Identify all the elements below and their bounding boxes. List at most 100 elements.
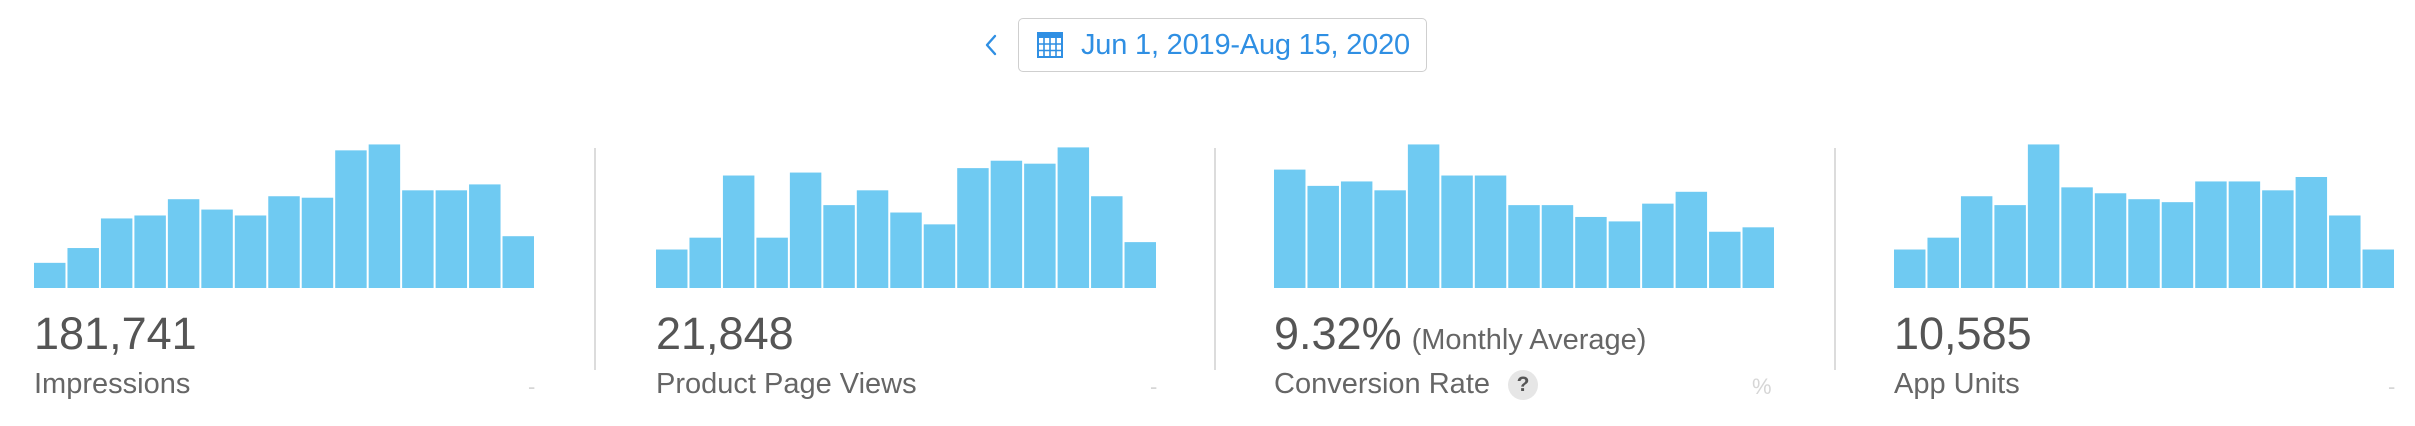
chart-bar[interactable] xyxy=(335,150,367,288)
conversion-rate-panel[interactable]: 9.32% (Monthly Average) Conversion Rate ?… xyxy=(1274,140,1834,426)
chart-bar[interactable] xyxy=(1927,237,1959,288)
impressions-value: 181,741 xyxy=(34,308,197,359)
chart-bar[interactable] xyxy=(2027,144,2060,288)
date-toolbar: Jun 1, 2019-Aug 15, 2020 xyxy=(0,16,2415,74)
calendar-icon xyxy=(1037,32,1063,58)
chart-bar[interactable] xyxy=(167,199,200,288)
chart-bar[interactable] xyxy=(234,215,267,288)
chart-bar[interactable] xyxy=(1675,191,1708,288)
chart-bar[interactable] xyxy=(2295,177,2328,288)
chart-bar[interactable] xyxy=(1608,221,1641,288)
chart-bar[interactable] xyxy=(1407,144,1440,288)
app-units-panel[interactable]: 10,585 App Units - xyxy=(1894,140,2415,426)
chart-bar[interactable] xyxy=(990,160,1023,288)
chart-bar[interactable] xyxy=(722,175,755,288)
panel-divider xyxy=(1214,148,1216,370)
conversion-rate-unit: % xyxy=(1752,374,1772,399)
chart-bar[interactable] xyxy=(1994,205,2026,288)
metric-value-row: 181,741 xyxy=(34,308,197,360)
chart-bar[interactable] xyxy=(1091,196,1123,288)
chart-bar[interactable] xyxy=(1374,190,1406,288)
chart-bar[interactable] xyxy=(100,218,133,288)
chart-bar[interactable] xyxy=(1508,205,1540,288)
chart-bar[interactable] xyxy=(656,249,688,288)
impressions-chart xyxy=(34,144,534,288)
chart-bar[interactable] xyxy=(1124,242,1156,288)
metric-value-row: 21,848 xyxy=(656,308,794,360)
chart-bar[interactable] xyxy=(1642,203,1674,288)
impressions-label: Impressions xyxy=(34,368,190,401)
product-page-views-panel[interactable]: 21,848 Product Page Views - xyxy=(656,140,1216,426)
chart-bar[interactable] xyxy=(2161,202,2194,288)
chart-bar[interactable] xyxy=(856,190,889,288)
product-page-views-label: Product Page Views xyxy=(656,368,917,401)
chart-bar[interactable] xyxy=(502,236,534,288)
conversion-rate-value: 9.32% xyxy=(1274,308,1402,359)
chart-bar[interactable] xyxy=(402,190,434,288)
app-units-chart xyxy=(1894,144,2394,288)
date-range-button[interactable]: Jun 1, 2019-Aug 15, 2020 xyxy=(1018,18,1427,72)
chart-bar[interactable] xyxy=(1742,227,1774,288)
chart-bar[interactable] xyxy=(1541,205,1574,288)
metrics-panels: 181,741 Impressions - 21,848 Product Pag… xyxy=(0,140,2415,426)
date-range-label: Jun 1, 2019-Aug 15, 2020 xyxy=(1081,28,1410,61)
chart-bar[interactable] xyxy=(469,184,501,288)
app-units-label-text: App Units xyxy=(1894,368,2020,400)
chart-bar[interactable] xyxy=(1441,175,1473,288)
chevron-left-icon xyxy=(985,34,997,56)
chart-bar[interactable] xyxy=(134,215,166,288)
conversion-rate-chart xyxy=(1274,144,1774,288)
chart-bar[interactable] xyxy=(201,209,233,288)
chart-bar[interactable] xyxy=(268,196,300,288)
help-button[interactable]: ? xyxy=(1508,369,1538,400)
chart-bar[interactable] xyxy=(67,248,99,288)
chart-bar[interactable] xyxy=(1340,181,1373,288)
panel-divider xyxy=(1834,148,1836,370)
chart-bar[interactable] xyxy=(890,212,922,288)
chart-bar[interactable] xyxy=(2228,181,2261,288)
conversion-rate-label-text: Conversion Rate xyxy=(1274,368,1490,400)
chart-bar[interactable] xyxy=(2094,193,2127,288)
chart-bar[interactable] xyxy=(2128,199,2160,288)
chart-bar[interactable] xyxy=(2061,187,2093,288)
chart-bar[interactable] xyxy=(1307,185,1339,288)
impressions-unit: - xyxy=(528,374,536,399)
chart-bar[interactable] xyxy=(1960,196,1993,288)
app-units-value: 10,585 xyxy=(1894,308,2032,359)
impressions-label-text: Impressions xyxy=(34,368,191,400)
chart-bar[interactable] xyxy=(1024,163,1056,288)
metric-value-row: 9.32% (Monthly Average) xyxy=(1274,308,1646,360)
chart-bar[interactable] xyxy=(2362,249,2394,288)
chart-bar[interactable] xyxy=(689,237,721,288)
chart-bar[interactable] xyxy=(301,197,334,288)
chart-bar[interactable] xyxy=(1709,231,1741,288)
metric-value-row: 10,585 xyxy=(1894,308,2032,360)
chart-bar[interactable] xyxy=(823,205,855,288)
product-page-views-chart xyxy=(656,147,1156,288)
chart-bar[interactable] xyxy=(923,224,956,288)
product-page-views-label-text: Product Page Views xyxy=(656,368,917,400)
panel-divider xyxy=(594,148,596,370)
app-units-unit: - xyxy=(2388,374,2396,399)
chart-bar[interactable] xyxy=(1894,249,1926,288)
chart-bar[interactable] xyxy=(756,237,788,288)
chart-bar[interactable] xyxy=(2195,181,2227,288)
product-page-views-unit: - xyxy=(1150,374,1158,399)
chart-bar[interactable] xyxy=(1057,147,1090,288)
chart-bar[interactable] xyxy=(1274,169,1306,288)
product-page-views-value: 21,848 xyxy=(656,308,794,359)
conversion-rate-note: (Monthly Average) xyxy=(1411,324,1647,356)
chart-bar[interactable] xyxy=(435,190,468,288)
chart-bar[interactable] xyxy=(34,262,66,288)
chart-bar[interactable] xyxy=(2262,190,2294,288)
chart-bar[interactable] xyxy=(789,172,822,288)
chart-bar[interactable] xyxy=(368,144,401,288)
app-units-label: App Units xyxy=(1894,368,2020,401)
chart-bar[interactable] xyxy=(1575,216,1607,288)
impressions-panel[interactable]: 181,741 Impressions - xyxy=(34,140,594,426)
chart-bar[interactable] xyxy=(1474,175,1507,288)
chart-bar[interactable] xyxy=(2329,215,2361,288)
previous-period-button[interactable] xyxy=(976,25,1006,65)
conversion-rate-label: Conversion Rate ? xyxy=(1274,368,1538,401)
chart-bar[interactable] xyxy=(957,168,989,288)
